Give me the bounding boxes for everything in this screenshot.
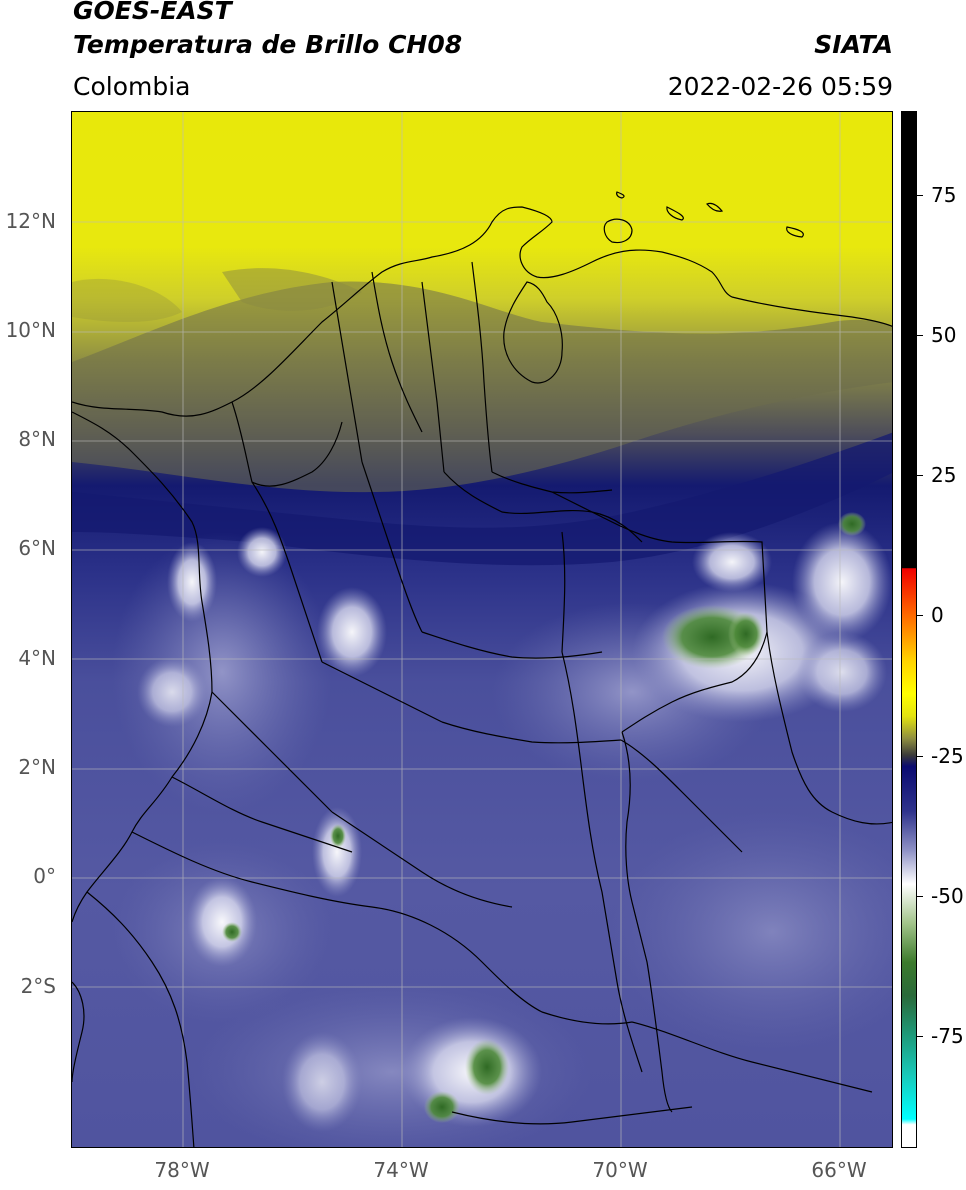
colorbar-tick: [917, 1035, 923, 1037]
colorbar-tick-label: 0: [931, 603, 944, 628]
colorbar-tick-label: 75: [931, 183, 957, 208]
colorbar-tick: [917, 615, 923, 617]
region-label: Colombia: [73, 72, 191, 101]
convective-cloud: [317, 587, 387, 677]
convective-cloud: [312, 807, 362, 897]
cold-cloud-top: [222, 922, 242, 942]
lat-label: 8°N: [18, 427, 56, 451]
graticule: [72, 112, 892, 1147]
cold-cloud-top: [424, 1091, 460, 1123]
cold-cloud-top: [728, 612, 764, 656]
lat-label: 12°N: [5, 209, 56, 233]
cold-cloud-top: [838, 512, 866, 536]
product-subtitle: Temperatura de Brillo CH08: [73, 30, 463, 59]
colorbar-tick-label: 50: [931, 323, 957, 348]
colorbar-tick: [917, 195, 923, 197]
colorbar-tick-label: -50: [931, 883, 964, 908]
satellite-map: [71, 111, 893, 1148]
coastlines-and-borders: [72, 191, 892, 1147]
lat-label: 2°N: [18, 755, 56, 779]
lon-label: 74°W: [373, 1158, 429, 1182]
colorbar-tick-label: 25: [931, 463, 957, 488]
lon-label: 70°W: [592, 1158, 648, 1182]
cold-cloud-top: [330, 824, 346, 848]
lat-label: 10°N: [5, 318, 56, 342]
colorbar-tick: [917, 895, 923, 897]
colorbar-tick: [917, 335, 923, 337]
convective-cloud: [792, 522, 892, 642]
lon-label: 78°W: [154, 1158, 210, 1182]
convective-cloud: [692, 532, 772, 592]
cold-cloud-top: [465, 1039, 509, 1095]
colorbar-tick-label: -75: [931, 1023, 964, 1048]
lat-label: 4°N: [18, 646, 56, 670]
colorbar-tick: [917, 755, 923, 757]
brand-label: SIATA: [814, 30, 893, 59]
convective-cloud: [237, 527, 287, 577]
colorbar-tick-label: -25: [931, 743, 964, 768]
colorbar: [901, 111, 917, 1148]
convective-cloud: [167, 542, 217, 622]
lat-label: 0°: [33, 864, 56, 888]
product-title: GOES-EAST: [73, 0, 232, 25]
convective-cloud: [187, 877, 257, 967]
lat-label: 6°N: [18, 536, 56, 560]
lat-label: 2°S: [20, 974, 56, 998]
brightness-temperature-field: [72, 112, 892, 1147]
timestamp: 2022-02-26 05:59: [667, 72, 893, 101]
lon-label: 66°W: [811, 1158, 867, 1182]
colorbar-tick: [917, 475, 923, 477]
